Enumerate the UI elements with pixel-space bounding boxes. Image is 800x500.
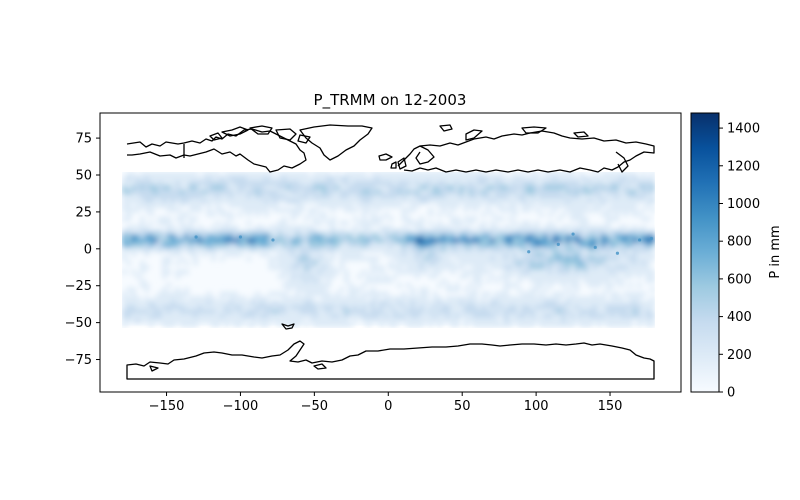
y-tick-label: 75	[75, 132, 92, 147]
coastline-north-america	[126, 128, 307, 173]
coastline-greenland	[299, 124, 373, 161]
colorbar-tick-label: 800	[727, 235, 752, 250]
coastline-scandinavia	[415, 145, 435, 165]
colorbar-label: P in mm	[768, 225, 783, 278]
colorbar: 0 200 400 600 800 1000 1200 1400 P in mm	[690, 112, 783, 401]
coastline-arctic-islands	[209, 125, 311, 144]
y-tick-label: −25	[65, 279, 92, 294]
x-tick-label: −100	[223, 399, 259, 414]
coastline-antarctic-islands	[149, 363, 327, 372]
colorbar-tick-label: 1000	[727, 197, 760, 212]
colorbar-tick-label: 1400	[727, 122, 760, 137]
x-tick-label: 100	[524, 399, 549, 414]
coastlines	[126, 124, 655, 380]
coastline-antarctica	[126, 340, 655, 380]
colorbar-tick-label: 600	[727, 272, 752, 287]
x-tick-label: −50	[301, 399, 328, 414]
x-tick-label: 50	[454, 399, 471, 414]
x-tick-label: 0	[384, 399, 392, 414]
x-tick-label: 150	[598, 399, 623, 414]
coastline-kamchatka	[615, 151, 629, 173]
colorbar-ticks: 0 200 400 600 800 1000 1200 1400	[719, 122, 760, 401]
coastline-novaya-zemlya	[439, 124, 483, 141]
colorbar-tick-label: 1200	[727, 159, 760, 174]
y-tick-label: 25	[75, 205, 92, 220]
colorbar-tick-label: 400	[727, 310, 752, 325]
coastline-eurasia	[397, 130, 655, 173]
heatmap-intensity	[122, 172, 655, 328]
precipitation-field	[122, 172, 655, 328]
plot-frame	[99, 112, 682, 393]
coastline-siberian-islands	[521, 126, 589, 138]
x-axis: −150 −100 −50 0 50 100 150	[149, 392, 623, 414]
y-axis: 75 50 25 0 −25 −50 −75	[65, 132, 100, 368]
y-tick-label: 50	[75, 169, 92, 184]
coastline-british-isles	[390, 157, 407, 170]
colorbar-tick-label: 0	[727, 386, 735, 401]
y-tick-label: −50	[65, 316, 92, 331]
chart-title: P_TRMM on 12-2003	[314, 91, 467, 110]
y-tick-label: −75	[65, 353, 92, 368]
colorbar-gradient	[690, 112, 720, 393]
x-tick-label: −150	[149, 399, 185, 414]
coastline-tierra-del-fuego	[281, 323, 295, 330]
colorbar-tick-label: 200	[727, 348, 752, 363]
y-tick-label: 0	[84, 242, 92, 257]
plot-area	[122, 124, 655, 380]
coastline-iceland	[378, 153, 393, 161]
